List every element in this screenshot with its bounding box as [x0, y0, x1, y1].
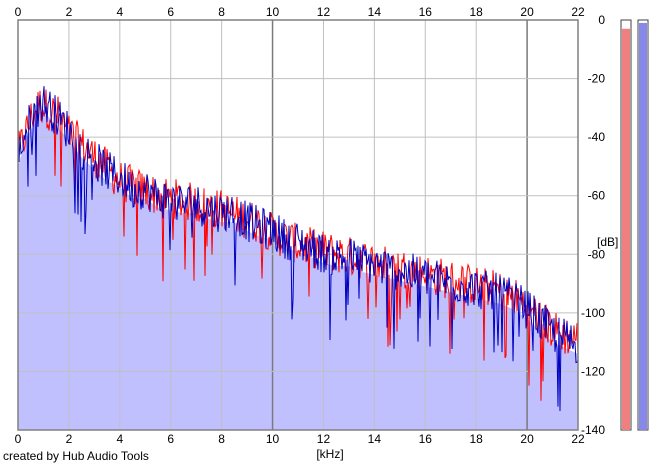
x-tick-label-bottom: 16: [419, 432, 433, 446]
level-meter-red: [622, 28, 630, 431]
spectrum-trace-red: [17, 89, 579, 401]
x-tick-label-top: 20: [520, 5, 534, 19]
x-tick-label-top: 6: [167, 5, 174, 19]
x-tick-label-top: 14: [368, 5, 382, 19]
x-tick-label-bottom: 22: [571, 432, 585, 446]
x-tick-label-bottom: 10: [266, 432, 280, 446]
x-axis-label: [kHz]: [316, 447, 343, 461]
y-tick-label: -60: [588, 189, 606, 203]
x-tick-label-top: 0: [15, 5, 22, 19]
x-tick-label-top: 18: [470, 5, 484, 19]
y-tick-label: -100: [581, 306, 605, 320]
x-tick-label-top: 16: [419, 5, 433, 19]
x-tick-label-bottom: 6: [167, 432, 174, 446]
y-tick-label: -80: [588, 247, 606, 261]
y-tick-label: -20: [588, 72, 606, 86]
x-tick-label-bottom: 14: [368, 432, 382, 446]
x-tick-label-top: 22: [571, 5, 585, 19]
credit-text: created by Hub Audio Tools: [3, 449, 149, 463]
x-tick-label-bottom: 4: [116, 432, 123, 446]
x-tick-label-bottom: 0: [15, 432, 22, 446]
x-tick-label-top: 4: [116, 5, 123, 19]
spectrum-trace-blue: [17, 86, 579, 412]
y-tick-label: 0: [598, 13, 605, 27]
x-tick-label-top: 10: [266, 5, 280, 19]
x-tick-label-top: 12: [317, 5, 331, 19]
x-tick-label-bottom: 12: [317, 432, 331, 446]
x-tick-label-bottom: 2: [66, 432, 73, 446]
level-meter-blue: [639, 22, 647, 431]
x-tick-label-top: 8: [218, 5, 225, 19]
y-tick-label: -140: [581, 423, 605, 437]
x-tick-label-bottom: 20: [520, 432, 534, 446]
x-tick-label-top: 2: [66, 5, 73, 19]
x-tick-label-bottom: 8: [218, 432, 225, 446]
spectrum-fill: [18, 111, 578, 430]
x-tick-label-bottom: 18: [470, 432, 484, 446]
y-tick-label: -120: [581, 364, 605, 378]
plot-frame: [17, 19, 579, 431]
y-tick-label: -40: [588, 130, 606, 144]
y-axis-label: [dB]: [597, 235, 618, 249]
